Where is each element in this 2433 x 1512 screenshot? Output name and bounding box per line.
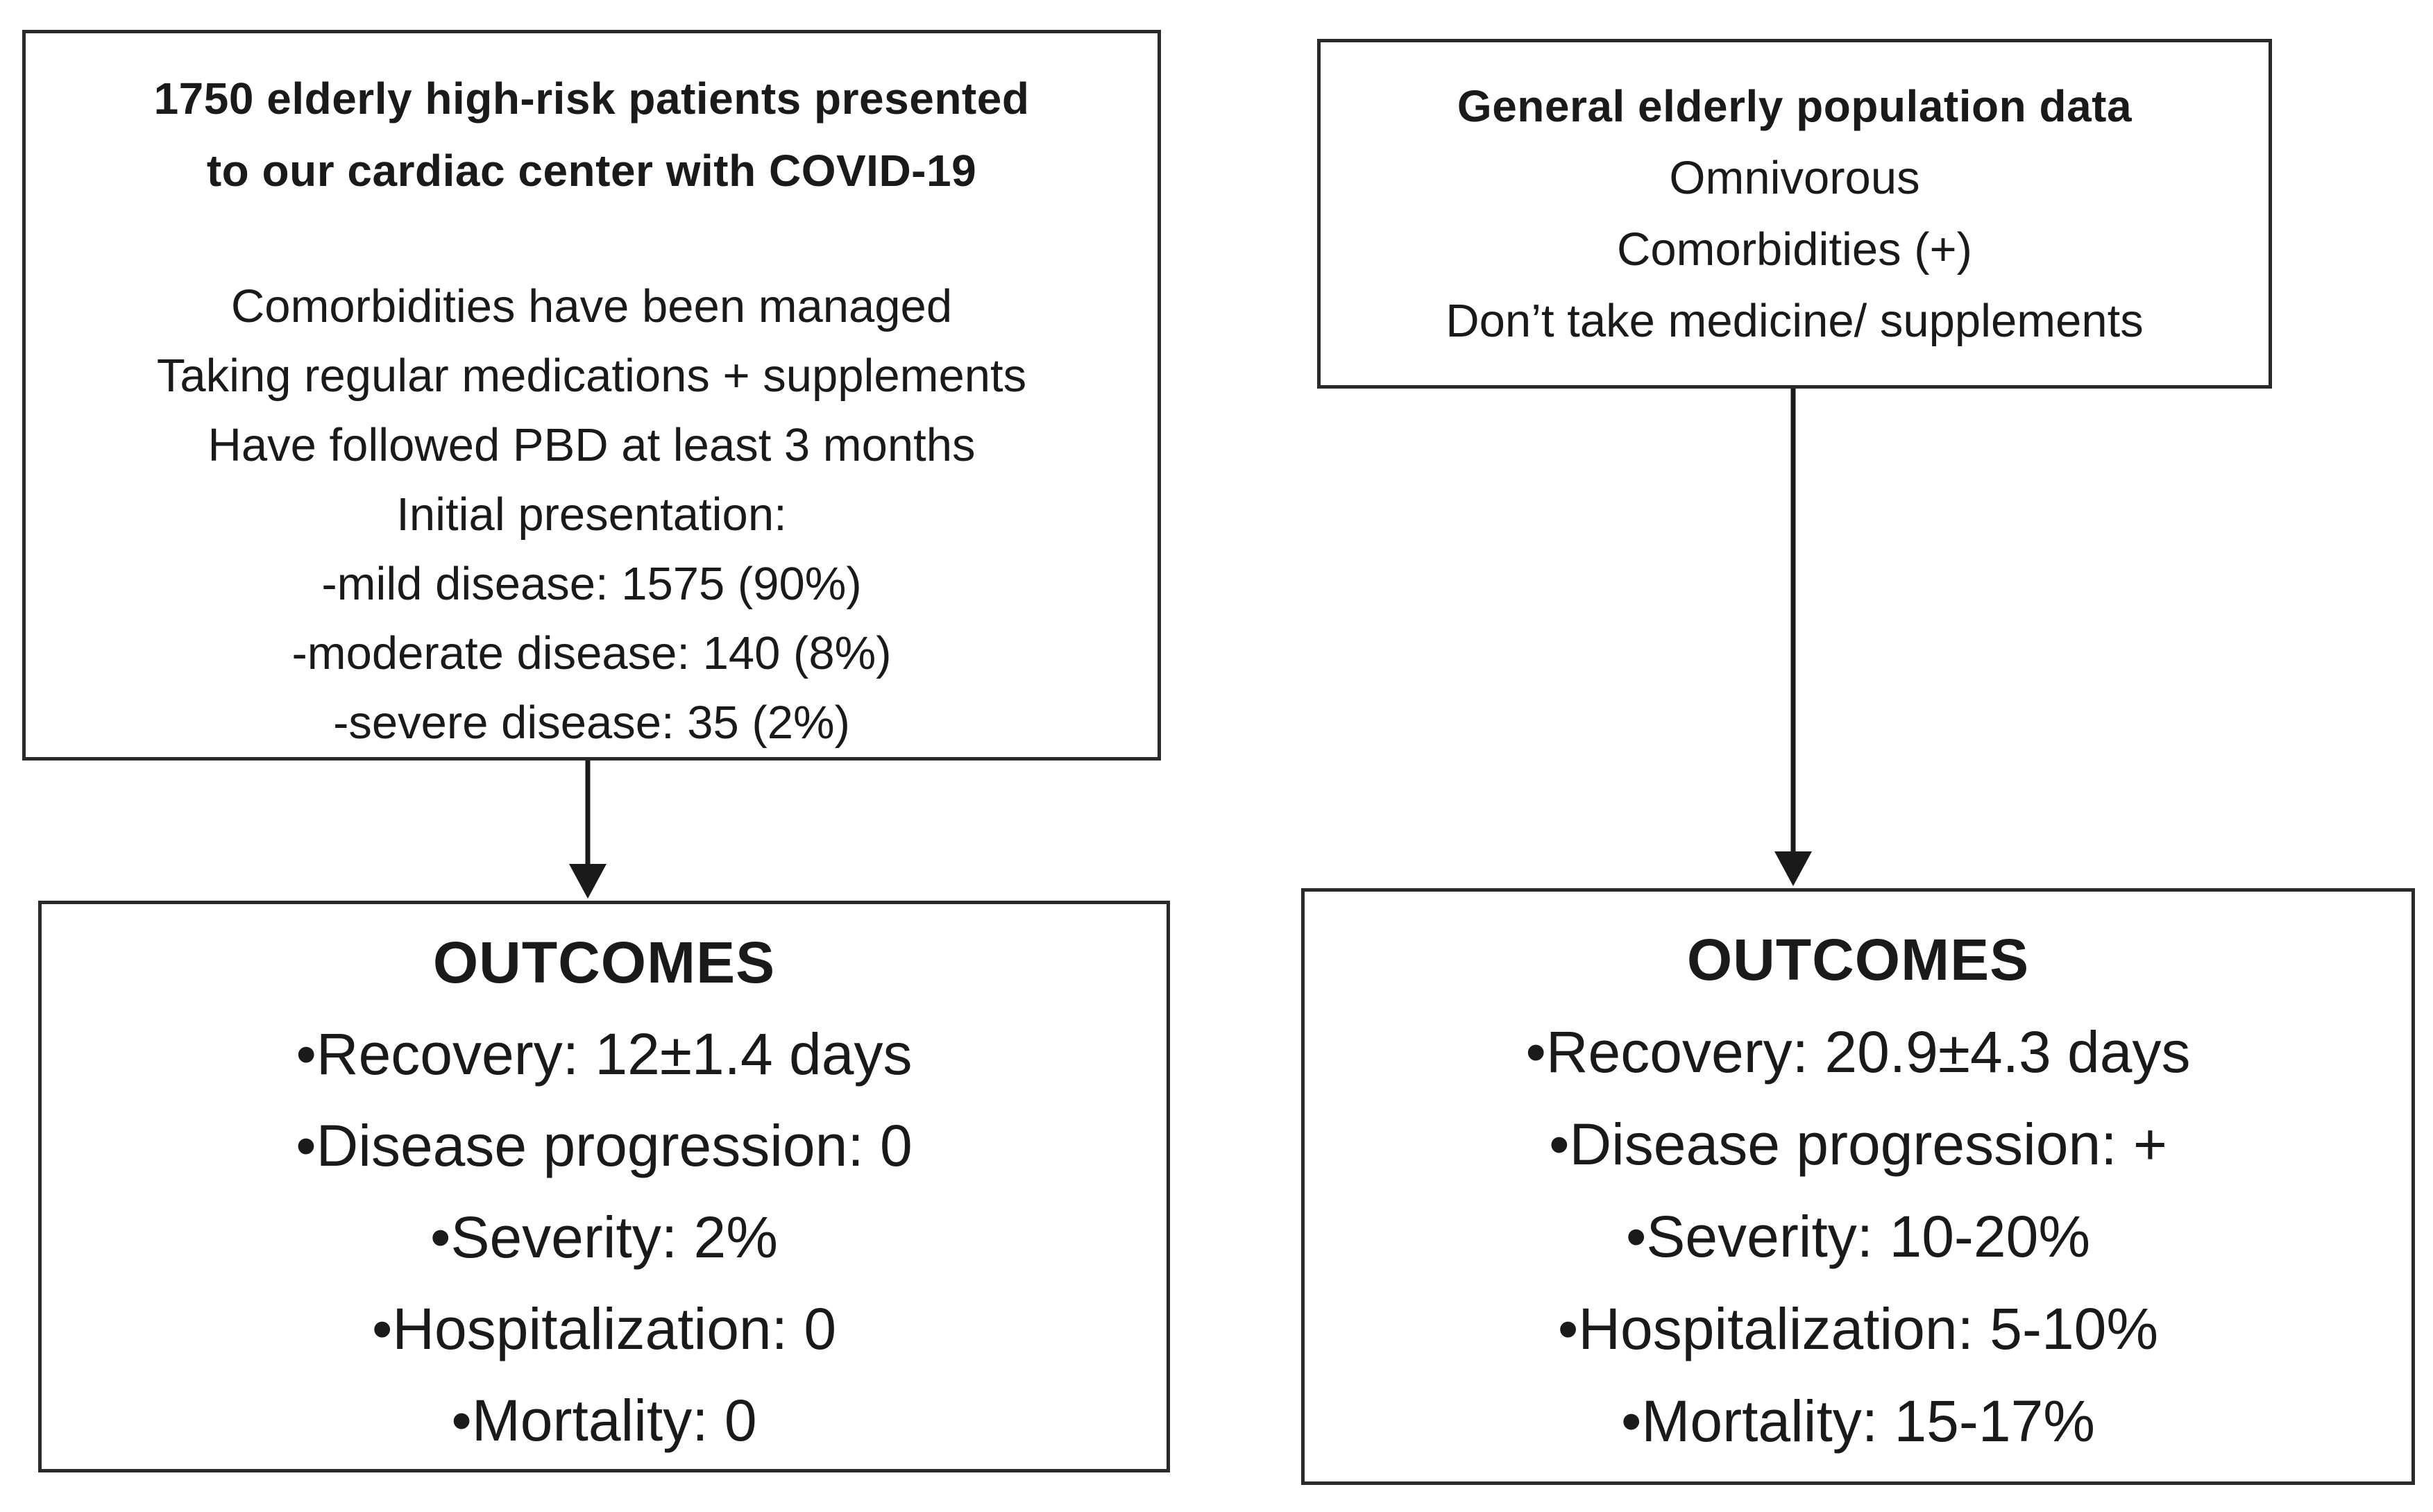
arrow-down-icon <box>1774 851 1812 886</box>
arrow-shaft <box>1790 389 1796 853</box>
general-body-line: Omnivorous <box>1669 152 1920 204</box>
cohort-body-line: Taking regular medications + supplements <box>156 350 1027 402</box>
cohort-body-line: -mild disease: 1575 (90%) <box>321 558 862 610</box>
general-box-title: General elderly population data <box>1321 70 2269 142</box>
outcome-item: •Recovery: 12±1.4 days <box>296 1021 913 1087</box>
general-body-line: Don’t take medicine/ supplements <box>1446 295 2144 347</box>
cohort-outcomes-list: •Recovery: 12±1.4 days •Disease progressi… <box>42 1008 1167 1466</box>
cohort-title-line: to our cardiac center with COVID-19 <box>206 146 977 196</box>
cohort-outcomes-title: OUTCOMES <box>432 930 776 995</box>
cohort-box-body: Comorbidities have been managed Taking re… <box>26 272 1158 758</box>
cohort-body-line: Comorbidities have been managed <box>230 280 953 332</box>
cohort-box: 1750 elderly high-risk patients presente… <box>22 30 1161 761</box>
outcome-item: •Mortality: 0 <box>451 1388 757 1453</box>
cohort-body-line: Initial presentation: <box>396 489 787 541</box>
general-population-box: General elderly population data Omnivoro… <box>1317 39 2272 389</box>
cohort-flow-arrow <box>569 761 607 899</box>
general-outcomes-title: OUTCOMES <box>1686 927 2030 992</box>
outcome-item: •Mortality: 15-17% <box>1621 1388 2095 1454</box>
outcome-item: •Disease progression: 0 <box>296 1113 913 1178</box>
general-outcomes-list: •Recovery: 20.9±4.3 days •Disease progres… <box>1305 1006 2411 1468</box>
arrow-shaft <box>585 761 591 866</box>
outcome-item: •Disease progression: + <box>1549 1112 2167 1177</box>
cohort-box-title: 1750 elderly high-risk patients presente… <box>26 62 1158 207</box>
cohort-title-line: 1750 elderly high-risk patients presente… <box>153 74 1030 124</box>
general-body-line: Comorbidities (+) <box>1617 223 1972 275</box>
general-outcomes-box: OUTCOMES •Recovery: 20.9±4.3 days •Diseas… <box>1301 888 2415 1485</box>
general-box-body: Omnivorous Comorbidities (+) Don’t take me… <box>1321 142 2269 357</box>
cohort-body-line: Have followed PBD at least 3 months <box>207 419 976 471</box>
cohort-body-line: -severe disease: 35 (2%) <box>333 697 850 749</box>
general-title-line: General elderly population data <box>1457 81 2133 131</box>
outcome-item: •Recovery: 20.9±4.3 days <box>1525 1019 2191 1085</box>
arrow-down-icon <box>569 864 607 899</box>
cohort-body-line: -moderate disease: 140 (8%) <box>291 627 892 679</box>
outcome-item: •Hospitalization: 5-10% <box>1557 1296 2159 1361</box>
outcome-item: •Hospitalization: 0 <box>371 1296 837 1361</box>
outcome-item: •Severity: 10-20% <box>1625 1204 2091 1269</box>
general-flow-arrow <box>1774 389 1812 886</box>
outcome-item: •Severity: 2% <box>430 1205 778 1270</box>
cohort-outcomes-box: OUTCOMES •Recovery: 12±1.4 days •Disease … <box>38 901 1170 1472</box>
